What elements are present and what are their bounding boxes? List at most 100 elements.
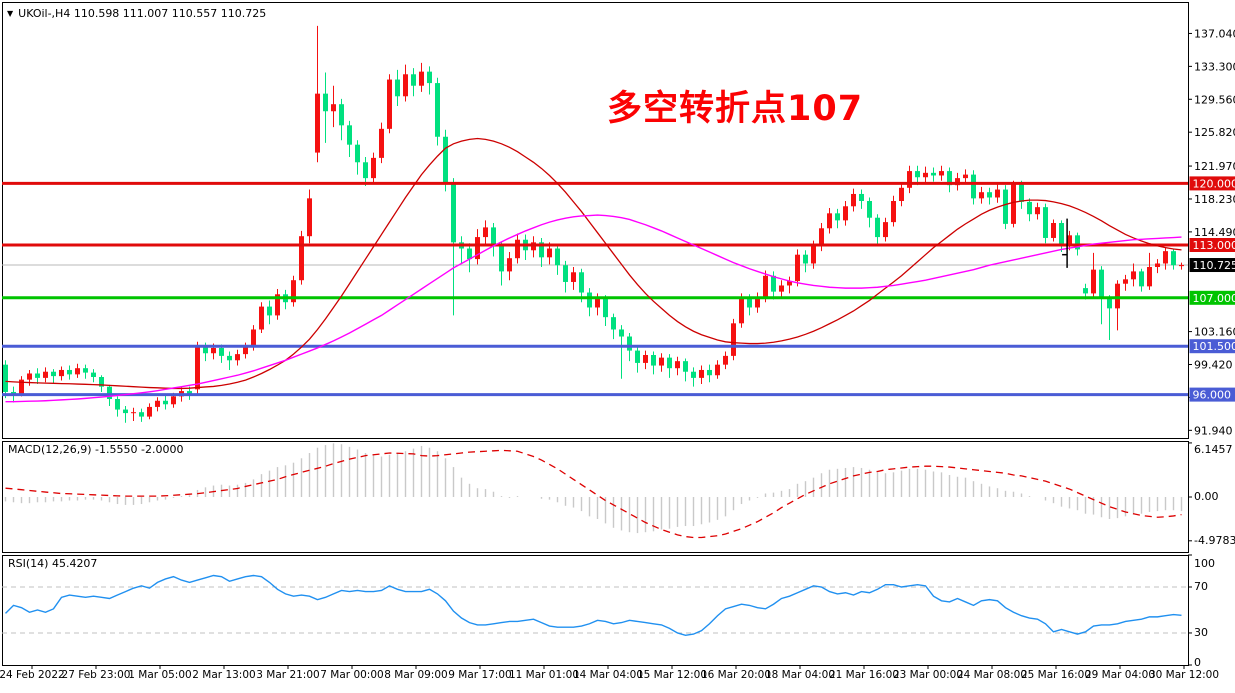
candle-body [779, 285, 784, 292]
candle-body [763, 275, 768, 298]
candle-body [123, 409, 128, 414]
price-box-101.500: 101.500 [1189, 339, 1235, 354]
price-tick-label: 118.230 [1194, 193, 1235, 206]
price-box-label: 101.500 [1193, 340, 1235, 353]
candle-body [627, 336, 632, 351]
candle-body [1163, 251, 1168, 264]
rsi-line [5, 574, 1182, 636]
candle-body [83, 368, 88, 373]
collapse-triangle-icon[interactable]: ▼ [7, 8, 14, 18]
candle-body [131, 412, 136, 414]
candle-body [259, 306, 264, 330]
rsi-tick-label: 100 [1194, 557, 1215, 570]
price-box-label: 107.000 [1193, 292, 1235, 305]
candle-body [395, 79, 400, 97]
candle-body [1059, 223, 1064, 246]
candle-body [1139, 271, 1144, 287]
candle-body [1147, 267, 1152, 287]
price-tick-label: 137.040 [1194, 27, 1235, 40]
candle-body [1179, 264, 1184, 267]
candle-body [491, 227, 496, 246]
time-tick-label: 27 Feb 23:00 [62, 669, 131, 681]
macd-signal-line [5, 449, 1182, 539]
candle-body [595, 298, 600, 308]
time-tick-label: 11 Mar 01:00 [509, 669, 579, 681]
candle-body [539, 242, 544, 258]
time-tick-label: 30 Mar 12:00 [1149, 669, 1219, 681]
candle-body [883, 222, 888, 238]
candle-body [1011, 184, 1016, 224]
candle-body [419, 71, 424, 86]
candle-body [1083, 288, 1088, 294]
candle-body [107, 386, 112, 399]
price-box-label: 113.000 [1193, 239, 1235, 252]
rsi-indicator-label: RSI(14) 45.4207 [8, 557, 98, 570]
price-box-rect [1189, 339, 1235, 354]
candle-body [379, 128, 384, 158]
candle-body [467, 248, 472, 260]
candle-body [115, 399, 120, 410]
rsi-axis: 100 70 30 0 [1188, 554, 1215, 669]
candle-body [299, 236, 304, 281]
time-tick-label: 23 Mar 00:00 [893, 669, 963, 681]
candle-body [195, 347, 200, 390]
time-tick-label: 8 Mar 09:00 [384, 669, 447, 681]
price-box-rect [1189, 387, 1235, 402]
candle-body [1067, 235, 1072, 246]
price-box-label: 96.000 [1193, 389, 1232, 402]
candle-body [99, 377, 104, 387]
candle-body [139, 412, 144, 417]
candle-body [891, 201, 896, 223]
candle-body [795, 254, 800, 282]
price-box-label: 110.725 [1193, 259, 1235, 272]
time-tick-label: 1 Mar 05:00 [128, 669, 191, 681]
candle-body [1043, 207, 1048, 238]
candle-body [339, 104, 344, 126]
candle-body [1155, 263, 1160, 267]
rsi-tick-label: 0 [1194, 656, 1201, 669]
candle-body [731, 323, 736, 356]
price-tick-label: 125.820 [1194, 126, 1235, 139]
candle-body [963, 174, 968, 179]
candle-body [587, 292, 592, 308]
candle-body [371, 157, 376, 179]
time-tick-label: 16 Mar 20:00 [701, 669, 771, 681]
candle-body [555, 248, 560, 266]
black-bar-annotation[interactable] [1062, 218, 1068, 268]
candle-body [219, 347, 224, 356]
candle-body [1051, 223, 1056, 238]
price-box-rect [1189, 258, 1235, 273]
candle-body [1035, 207, 1040, 215]
macd-panel [2, 441, 1189, 553]
time-tick-label: 15 Mar 12:00 [637, 669, 707, 681]
time-tick-label: 18 Mar 04:00 [765, 669, 835, 681]
candle-body [323, 93, 328, 112]
macd-tick-label: 0.00 [1194, 490, 1219, 503]
candle-body [851, 193, 856, 207]
candle-body [1091, 269, 1096, 294]
candle-body [619, 329, 624, 337]
candle-body [691, 371, 696, 378]
candle-body [787, 281, 792, 286]
candle-body [171, 396, 176, 405]
candle-body [563, 265, 568, 282]
candle-body [995, 189, 1000, 198]
candle-body [3, 364, 8, 392]
candle-body [35, 373, 40, 378]
price-tick-label: 103.160 [1194, 326, 1235, 339]
candle-body [859, 193, 864, 201]
candle-body [1107, 298, 1112, 309]
time-tick-label: 29 Mar 04:00 [1085, 669, 1155, 681]
candle-body [803, 254, 808, 264]
candle-body [915, 171, 920, 178]
price-box-label: 120.000 [1193, 177, 1235, 190]
price-tick-label: 121.970 [1194, 160, 1235, 173]
candle-body [747, 297, 752, 308]
candle-body [1171, 251, 1176, 266]
candle-body [387, 79, 392, 129]
candle-body [1099, 269, 1104, 299]
annotation-text[interactable]: 多空转折点107 [607, 89, 864, 129]
candle-body [683, 361, 688, 372]
macd-tick-label: 6.1457 [1194, 443, 1233, 456]
